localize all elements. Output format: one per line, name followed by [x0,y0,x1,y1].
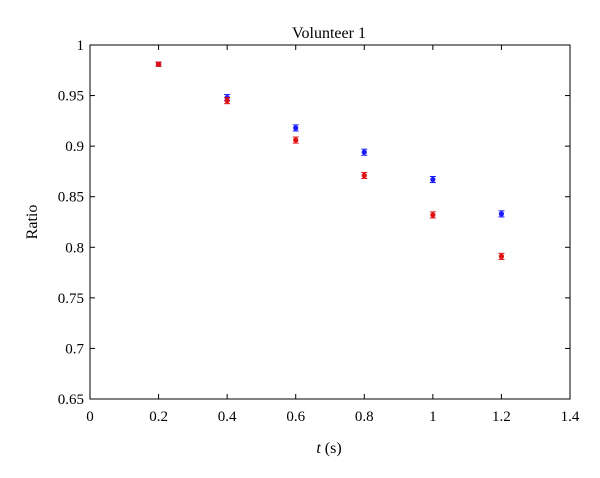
chart-title: Volunteer 1 [292,25,366,42]
x-tick-label: 0.6 [286,409,305,425]
x-axis-ticks: 0 0.2 0.4 0.6 0.8 1 1.2 1.4 [86,45,580,425]
y-tick-label: 0.8 [65,240,84,256]
data-points [155,61,505,260]
x-axis-label-variable: t [316,440,321,457]
x-tick-label: 1 [429,409,437,425]
y-tick-label: 0.7 [65,341,84,357]
plot-area-frame [89,44,571,400]
y-tick-label: 0.65 [58,392,84,408]
data-point [498,253,505,259]
y-axis-ticks: 0.65 0.7 0.75 0.8 0.85 0.9 0.95 1 [58,38,570,408]
data-point [430,176,436,183]
x-tick-label: 1.4 [561,409,580,425]
x-axis-label: t (s) [316,440,341,457]
data-point [361,149,367,155]
y-tick-label: 0.9 [65,139,84,155]
data-point [293,137,299,143]
x-tick-label: 0.4 [218,409,237,425]
y-axis-label: Ratio [24,205,41,240]
y-tick-label: 1 [77,38,85,54]
y-tick-label: 0.75 [58,291,84,307]
x-tick-label: 0 [86,409,94,425]
data-point [155,61,162,67]
x-tick-label: 0.2 [149,409,168,425]
data-point [430,212,436,218]
x-tick-label: 0.8 [355,409,374,425]
y-tick-label: 0.95 [58,89,84,105]
series-1 [155,61,505,218]
y-tick-label: 0.85 [58,190,84,206]
data-point [498,211,505,217]
x-tick-label: 1.2 [492,409,511,425]
data-point [361,172,367,179]
data-point [224,98,230,104]
data-point [293,125,299,131]
series-2 [155,61,505,260]
x-axis-label-unit: (s) [325,440,342,457]
